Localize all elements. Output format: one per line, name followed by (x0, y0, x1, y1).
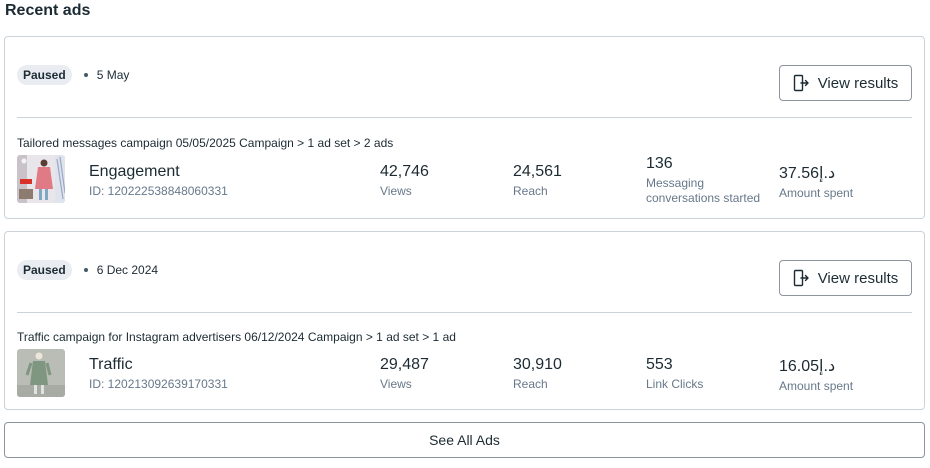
metric-value: 30,910 (513, 356, 562, 373)
status-badge: Paused (17, 65, 72, 85)
ad-card-traffic: Paused 6 Dec 2024 View results Traffic c… (4, 231, 925, 410)
metric-label: Reach (513, 184, 548, 198)
metric-label: Messaging conversations started (646, 176, 761, 205)
ad-image-icon (17, 349, 65, 397)
metric-reach: 30,910 Reach (513, 356, 562, 392)
metric-views: 42,746 Views (380, 163, 429, 199)
metric-amount-spent: 16.05د.إ Amount spent (779, 356, 853, 394)
ad-card-engagement: Paused 5 May View results Tailored messa… (4, 36, 925, 219)
divider (17, 117, 912, 118)
ad-thumbnail (17, 155, 65, 203)
metric-label: Link Clicks (646, 377, 704, 391)
metric-label: Reach (513, 377, 548, 391)
ad-name[interactable]: Engagement (89, 163, 180, 180)
divider (17, 312, 912, 313)
separator-dot (83, 268, 88, 272)
status-badge: Paused (17, 260, 72, 280)
exit-results-icon (793, 74, 809, 92)
ad-id: ID: 120222538848060331 (89, 184, 228, 198)
ad-name[interactable]: Traffic (89, 356, 133, 373)
metric-value: 29,487 (380, 356, 429, 373)
metric-value: 24,561 (513, 163, 562, 180)
see-all-ads-button[interactable]: See All Ads (4, 422, 925, 458)
metric-label: Amount spent (779, 379, 854, 393)
metric-label: Views (380, 184, 412, 198)
metric-messaging: 136 Messaging conversations started (646, 155, 771, 206)
separator-dot (83, 73, 88, 77)
metric-label: Amount spent (779, 186, 854, 200)
metric-value: 553 (646, 356, 673, 373)
view-results-label: View results (817, 269, 899, 287)
metric-value: 37.56د.إ (779, 165, 836, 182)
metric-value: 16.05د.إ (779, 358, 836, 375)
exit-results-icon (793, 269, 809, 287)
view-results-button[interactable]: View results (779, 65, 912, 101)
metric-views: 29,487 Views (380, 356, 429, 392)
campaign-breadcrumb[interactable]: Tailored messages campaign 05/05/2025 Ca… (17, 136, 394, 150)
campaign-breadcrumb[interactable]: Traffic campaign for Instagram advertise… (17, 330, 456, 344)
ad-status-row: Paused 6 Dec 2024 (17, 260, 158, 280)
metric-amount-spent: 37.56د.إ Amount spent (779, 163, 853, 201)
section-title: Recent ads (5, 2, 91, 19)
view-results-label: View results (817, 74, 899, 92)
metric-label: Views (380, 377, 412, 391)
ad-status-row: Paused 5 May (17, 65, 129, 85)
ad-date: 5 May (96, 68, 130, 82)
ad-image-icon (17, 155, 65, 203)
ad-date: 6 Dec 2024 (96, 263, 159, 277)
metric-link-clicks: 553 Link Clicks (646, 356, 703, 392)
ad-thumbnail (17, 349, 65, 397)
view-results-button[interactable]: View results (779, 260, 912, 296)
metric-value: 42,746 (380, 163, 429, 180)
metric-reach: 24,561 Reach (513, 163, 562, 199)
ad-id: ID: 120213092639170331 (89, 377, 228, 391)
metric-value: 136 (646, 155, 673, 172)
